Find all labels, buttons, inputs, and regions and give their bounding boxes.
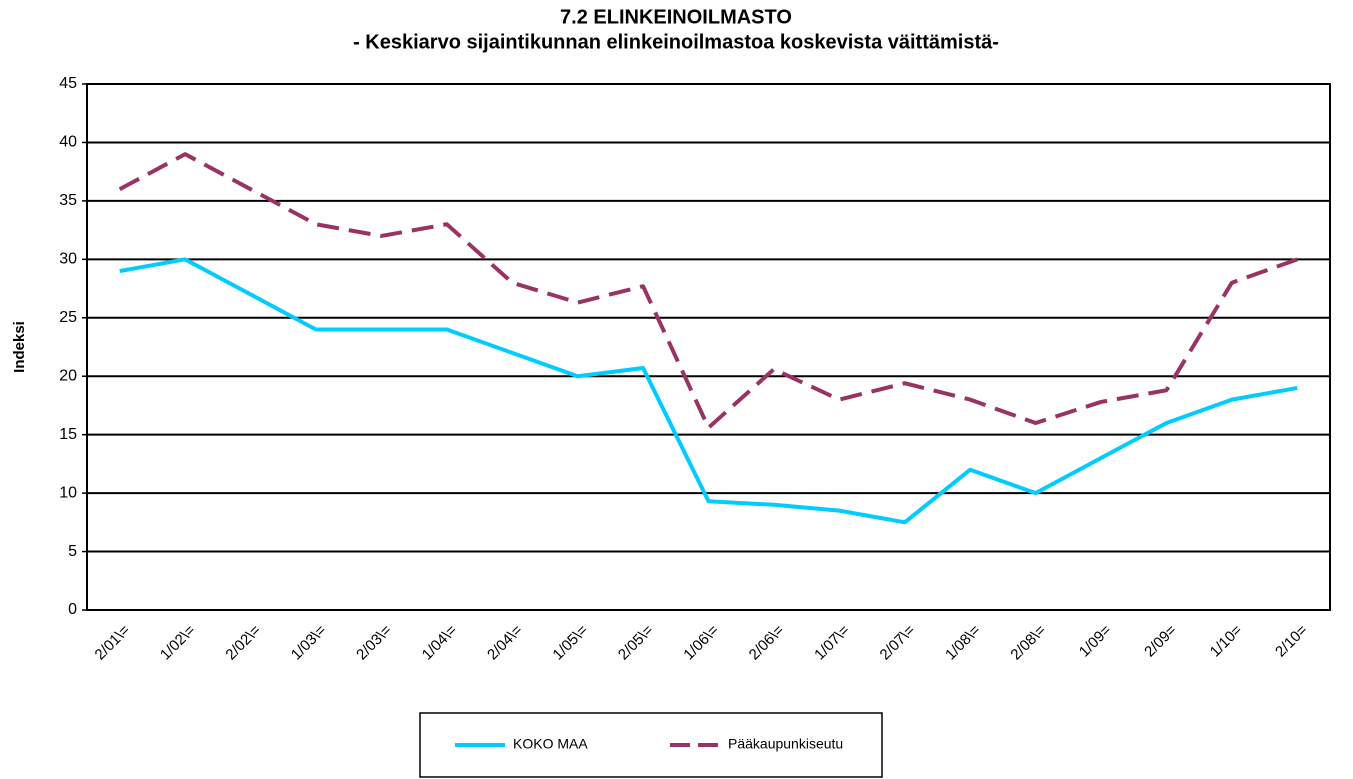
x-tick-label: 2/08\=	[1007, 621, 1049, 663]
plot-border	[86, 83, 1331, 611]
x-tick-label: 1/05\=	[549, 621, 591, 663]
x-tick-label: 1/04\=	[419, 621, 461, 663]
x-tick-label: 2/09=	[1141, 621, 1180, 660]
x-tick-label: 1/02\=	[157, 621, 199, 663]
series-line	[118, 152, 1298, 430]
x-tick-label: 2/01\=	[92, 621, 134, 663]
x-tick-label: 1/08\=	[942, 621, 984, 663]
y-tick-label: 5	[68, 543, 77, 560]
y-tick-label: 35	[59, 192, 77, 209]
chart-title: 7.2 ELINKEINOILMASTO	[560, 6, 792, 28]
x-tick-label: 2/07\=	[877, 621, 919, 663]
y-axis-label: Indeksi	[11, 321, 28, 373]
series-line	[119, 257, 1298, 525]
y-tick-label: 45	[59, 75, 77, 92]
x-tick-label: 2/10=	[1272, 621, 1311, 660]
x-tick-label: 1/06\=	[680, 621, 722, 663]
x-tick-label: 2/04\=	[484, 621, 526, 663]
y-tick-label: 40	[59, 134, 77, 151]
x-tick-label: 1/09=	[1076, 621, 1115, 660]
legend-label: Pääkaupunkiseutu	[728, 736, 843, 752]
y-tick-label: 30	[59, 251, 77, 268]
y-tick-label: 0	[68, 601, 77, 618]
y-tick-label: 25	[59, 309, 77, 326]
x-tick-label: 1/07\=	[811, 621, 853, 663]
y-tick-label: 15	[59, 426, 77, 443]
x-tick-label: 2/03\=	[353, 621, 395, 663]
x-tick-label: 2/05\=	[615, 621, 657, 663]
x-tick-label: 2/02\=	[222, 621, 264, 663]
y-tick-label: 10	[59, 484, 77, 501]
x-tick-label: 1/10=	[1207, 621, 1246, 660]
y-tick-label: 20	[59, 367, 77, 384]
legend-label: KOKO MAA	[513, 736, 588, 752]
x-tick-label: 1/03\=	[288, 621, 330, 663]
chart-subtitle: - Keskiarvo sijaintikunnan elinkeinoilma…	[353, 31, 999, 53]
x-tick-label: 2/06\=	[746, 621, 788, 663]
